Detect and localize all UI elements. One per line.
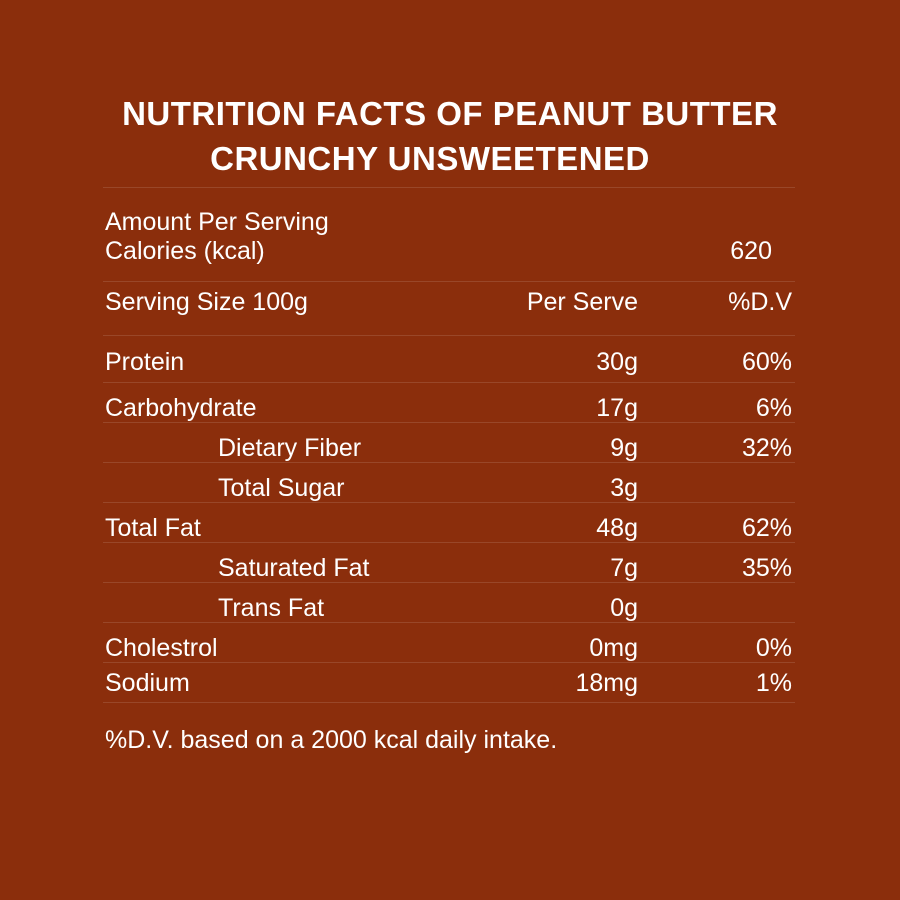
- nutrient-per-serve: 3g: [610, 474, 638, 502]
- table-row: Total Fat 48g 62%: [103, 503, 795, 542]
- nutrient-name: Carbohydrate: [105, 394, 257, 422]
- nutrient-daily-value: 32%: [741, 434, 792, 462]
- nutrient-per-serve: 48g: [596, 514, 638, 542]
- nutrient-name: Saturated Fat: [218, 554, 370, 582]
- calories-label: Calories (kcal): [105, 237, 265, 265]
- calories-section: Amount Per Serving Calories (kcal) 620: [103, 188, 795, 281]
- nutrient-name: Sodium: [105, 669, 190, 697]
- title-line-1: NUTRITION FACTS OF PEANUT BUTTER: [122, 95, 778, 132]
- nutrient-per-serve: 18mg: [575, 669, 638, 697]
- table-row: Cholestrol 0mg 0%: [103, 623, 795, 662]
- nutrient-name: Cholestrol: [105, 634, 218, 662]
- table-row: Trans Fat 0g: [103, 583, 795, 622]
- nutrient-name: Total Sugar: [218, 474, 345, 502]
- divider: [103, 582, 795, 583]
- divider: [103, 382, 795, 383]
- divider: [103, 542, 795, 543]
- nutrient-daily-value: 6%: [755, 394, 792, 422]
- nutrient-per-serve: 17g: [596, 394, 638, 422]
- table-row: Total Sugar 3g: [103, 463, 795, 502]
- divider: [103, 187, 795, 188]
- table-row: Sodium 18mg 1%: [103, 663, 795, 702]
- nutrition-table: Amount Per Serving Calories (kcal) 620 S…: [103, 187, 795, 703]
- serving-size-label: Serving Size 100g: [105, 288, 308, 316]
- nutrient-name: Protein: [105, 348, 185, 376]
- nutrient-daily-value: 0%: [755, 634, 792, 662]
- divider: [103, 662, 795, 663]
- table-row: Protein 30g 60%: [103, 336, 795, 382]
- nutrient-per-serve: 9g: [610, 434, 638, 462]
- divider: [103, 422, 795, 423]
- nutrient-per-serve: 0mg: [589, 634, 638, 662]
- nutrient-per-serve: 7g: [610, 554, 638, 582]
- nutrient-name: Total Fat: [105, 514, 201, 542]
- divider: [103, 281, 795, 282]
- nutrient-daily-value: 1%: [755, 669, 792, 697]
- title-line-2: CRUNCHY UNSWEETENED: [210, 140, 650, 177]
- nutrient-name: Trans Fat: [218, 594, 325, 622]
- divider: [103, 462, 795, 463]
- divider: [103, 702, 795, 703]
- calories-value: 620: [730, 237, 772, 265]
- divider: [103, 502, 795, 503]
- nutrient-per-serve: 0g: [610, 594, 638, 622]
- nutrient-daily-value: 60%: [741, 348, 792, 376]
- per-serve-header: Per Serve: [526, 288, 638, 316]
- table-row: Carbohydrate 17g 6%: [103, 383, 795, 422]
- divider: [103, 335, 795, 336]
- table-header-row: Serving Size 100g Per Serve %D.V: [103, 282, 795, 335]
- divider: [103, 622, 795, 623]
- amount-per-serving-label: Amount Per Serving: [105, 208, 329, 236]
- table-row: Saturated Fat 7g 35%: [103, 543, 795, 582]
- dv-header: %D.V: [728, 288, 792, 316]
- nutrient-daily-value: 35%: [741, 554, 792, 582]
- nutrient-name: Dietary Fiber: [218, 434, 362, 462]
- nutrient-per-serve: 30g: [596, 348, 638, 376]
- nutrient-daily-value: 62%: [741, 514, 792, 542]
- nutrient-rows: Protein 30g 60% Carbohydrate 17g 6% Dietary Fi…: [103, 336, 795, 703]
- table-row: Dietary Fiber 9g 32%: [103, 423, 795, 462]
- footnote: %D.V. based on a 2000 kcal daily intake.: [105, 726, 558, 754]
